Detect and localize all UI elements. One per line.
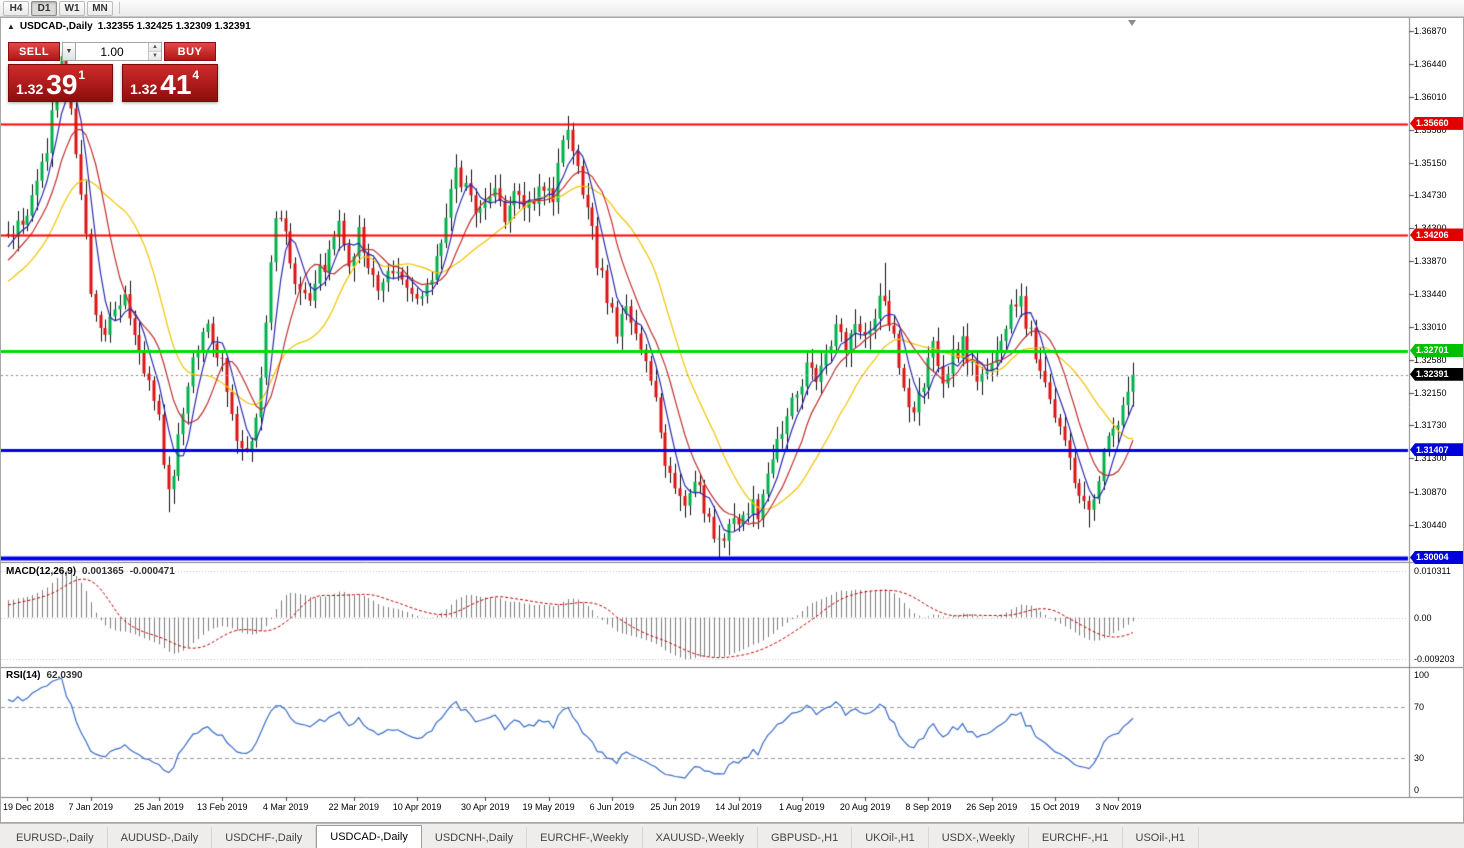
time-axis-label: 10 Apr 2019 [392,802,442,812]
spin-up-icon[interactable]: ▲ [149,43,161,52]
buy-price-big: 41 [160,69,192,101]
price-axis-label: 1.31300 [1414,453,1447,464]
price-axis-label: 1.36870 [1414,26,1447,36]
chart-tab-usdchf[interactable]: USDCHF-,Daily [212,827,317,848]
collapse-panel-icon[interactable]: ▲ [7,22,15,31]
macd-axis-label: 0.00 [1414,612,1432,623]
time-axis-label: 26 Sep 2019 [966,802,1018,812]
time-axis-label: 7 Jan 2019 [68,802,114,812]
price-axis-label: 1.33440 [1414,289,1447,300]
sell-price-base: 1.32 [16,80,44,97]
time-axis-label: 25 Jun 2019 [650,802,700,812]
price-level-badge[interactable]: 1.31407 [1410,443,1463,457]
time-axis-label: 19 Dec 2018 [3,802,55,812]
time-axis-label: 1 Aug 2019 [779,802,825,812]
price-axis-label: 1.36010 [1414,92,1447,102]
current-price-badge[interactable]: 1.32391 [1410,367,1463,381]
chart-tab-xauusd[interactable]: XAUUSD-,Weekly [643,827,758,848]
macd-indicator-label: MACD(12,26,9) 0.001365 -0.000471 [6,566,175,577]
chart-title: ▲ USDCAD-,Daily 1.32355 1.32425 1.32309 … [7,21,251,32]
period-button-h4[interactable]: H4 [3,0,29,16]
price-level-badge[interactable]: 1.34206 [1410,228,1463,242]
price-axis-label: 1.30440 [1414,519,1447,530]
buy-price-base: 1.32 [130,80,158,97]
buy-button[interactable]: BUY [164,42,216,61]
period-button-w1[interactable]: W1 [59,0,85,16]
period-button-mn[interactable]: MN [87,0,113,16]
volume-dropdown-button[interactable]: ▼ [62,42,76,61]
sell-price-tile[interactable]: 1.32 39 1 [8,64,113,102]
spin-down-icon[interactable]: ▼ [149,52,161,60]
macd-main-value: 0.001365 [82,566,124,577]
price-level-badge[interactable]: 1.30004 [1410,550,1463,564]
chart-symbol-period: USDCAD-,Daily [19,21,93,32]
chart-tab-gbpusd[interactable]: GBPUSD-,H1 [758,827,853,848]
sell-price-sup: 1 [78,68,86,82]
price-axis-label: 1.32150 [1414,388,1447,399]
time-axis-label: 3 Nov 2019 [1095,802,1142,812]
price-axis-label: 1.36440 [1414,59,1447,69]
rsi-name: RSI(14) [6,670,41,681]
price-axis-label: 1.34730 [1414,190,1447,201]
chart-tab-bar: EURUSD-,Daily AUDUSD-,Daily USDCHF-,Daily U… [0,823,1464,848]
price-axis-label: 1.35150 [1414,158,1447,168]
chart-tab-usdcnh[interactable]: USDCNH-,Daily [422,827,528,848]
time-axis-label: 15 Oct 2019 [1030,802,1080,812]
time-axis-label: 4 Mar 2019 [262,802,309,812]
price-axis-label: 1.32580 [1414,355,1447,366]
buy-price-tile[interactable]: 1.32 41 4 [122,64,218,102]
chart-window [0,17,1464,823]
chart-tab-usdx[interactable]: USDX-,Weekly [929,827,1029,848]
chart-tab-usoil[interactable]: USOil-,H1 [1123,827,1200,848]
price-level-badge[interactable]: 1.35660 [1410,116,1463,130]
chart-tab-eurchf[interactable]: EURCHF-,Weekly [527,827,643,848]
price-axis-label: 1.33010 [1414,322,1447,333]
volume-stepper[interactable]: ▲ ▼ [148,43,161,60]
chart-shift-marker-icon[interactable] [1128,20,1136,26]
rsi-value: 62.0390 [46,670,83,681]
chart-tab-usdcad[interactable]: USDCAD-,Daily [316,825,422,848]
price-axis-label: 1.31730 [1414,420,1447,431]
price-axis-label: 1.34300 [1414,223,1447,234]
price-axis-label: 1.30870 [1414,486,1447,497]
sell-price-big: 39 [46,69,78,101]
price-axis-label: 1.35580 [1414,125,1447,135]
macd-name: MACD(12,26,9) [6,566,77,577]
rsi-indicator-label: RSI(14) 62.0390 [6,670,83,681]
time-axis-label: 13 Feb 2019 [196,802,248,812]
rsi-axis-label: 100 [1414,670,1430,680]
period-button-d1[interactable]: D1 [31,0,57,16]
macd-axis-label: 0.010311 [1414,566,1451,576]
toolbar-separator [119,2,120,14]
time-axis-label: 20 Aug 2019 [839,802,891,812]
sell-button[interactable]: SELL [8,42,60,61]
volume-field[interactable]: 1.00 ▲ ▼ [76,42,162,61]
chart-tab-audusd[interactable]: AUDUSD-,Daily [108,827,213,848]
chart-tab-eurusd[interactable]: EURUSD-,Daily [3,827,108,848]
chart-ohlc-values: 1.32355 1.32425 1.32309 1.32391 [97,21,251,32]
price-level-badge[interactable]: 1.32701 [1410,343,1463,357]
chart-tab-eurchf[interactable]: EURCHF-,H1 [1029,827,1123,848]
macd-signal-value: -0.000471 [129,566,175,577]
time-axis-label: 14 Jul 2019 [715,802,762,812]
time-axis-label: 6 Jun 2019 [589,802,635,812]
price-axis-label: 1.33870 [1414,256,1447,267]
period-toolbar: H4 D1 W1 MN [0,0,1464,17]
price-chart-canvas[interactable] [1,18,1463,822]
macd-axis-label: -0.009203 [1414,654,1455,664]
one-click-trading-panel: SELL ▼ 1.00 ▲ ▼ BUY 1.32 39 1 1.32 41 [8,42,220,102]
time-axis-label: 22 Mar 2019 [328,802,380,812]
chart-tab-ukoil[interactable]: UKOil-,H1 [852,827,929,848]
time-axis-label: 30 Apr 2019 [460,802,510,812]
chevron-down-icon: ▼ [65,48,73,55]
volume-value[interactable]: 1.00 [100,44,124,59]
rsi-axis-label: 70 [1414,701,1425,712]
time-axis-label: 8 Sep 2019 [905,802,952,812]
time-axis-label: 25 Jan 2019 [134,802,184,812]
rsi-axis-label: 0 [1414,785,1420,795]
rsi-axis-label: 30 [1414,753,1425,764]
buy-price-sup: 4 [192,68,200,82]
time-axis-label: 19 May 2019 [522,802,575,812]
